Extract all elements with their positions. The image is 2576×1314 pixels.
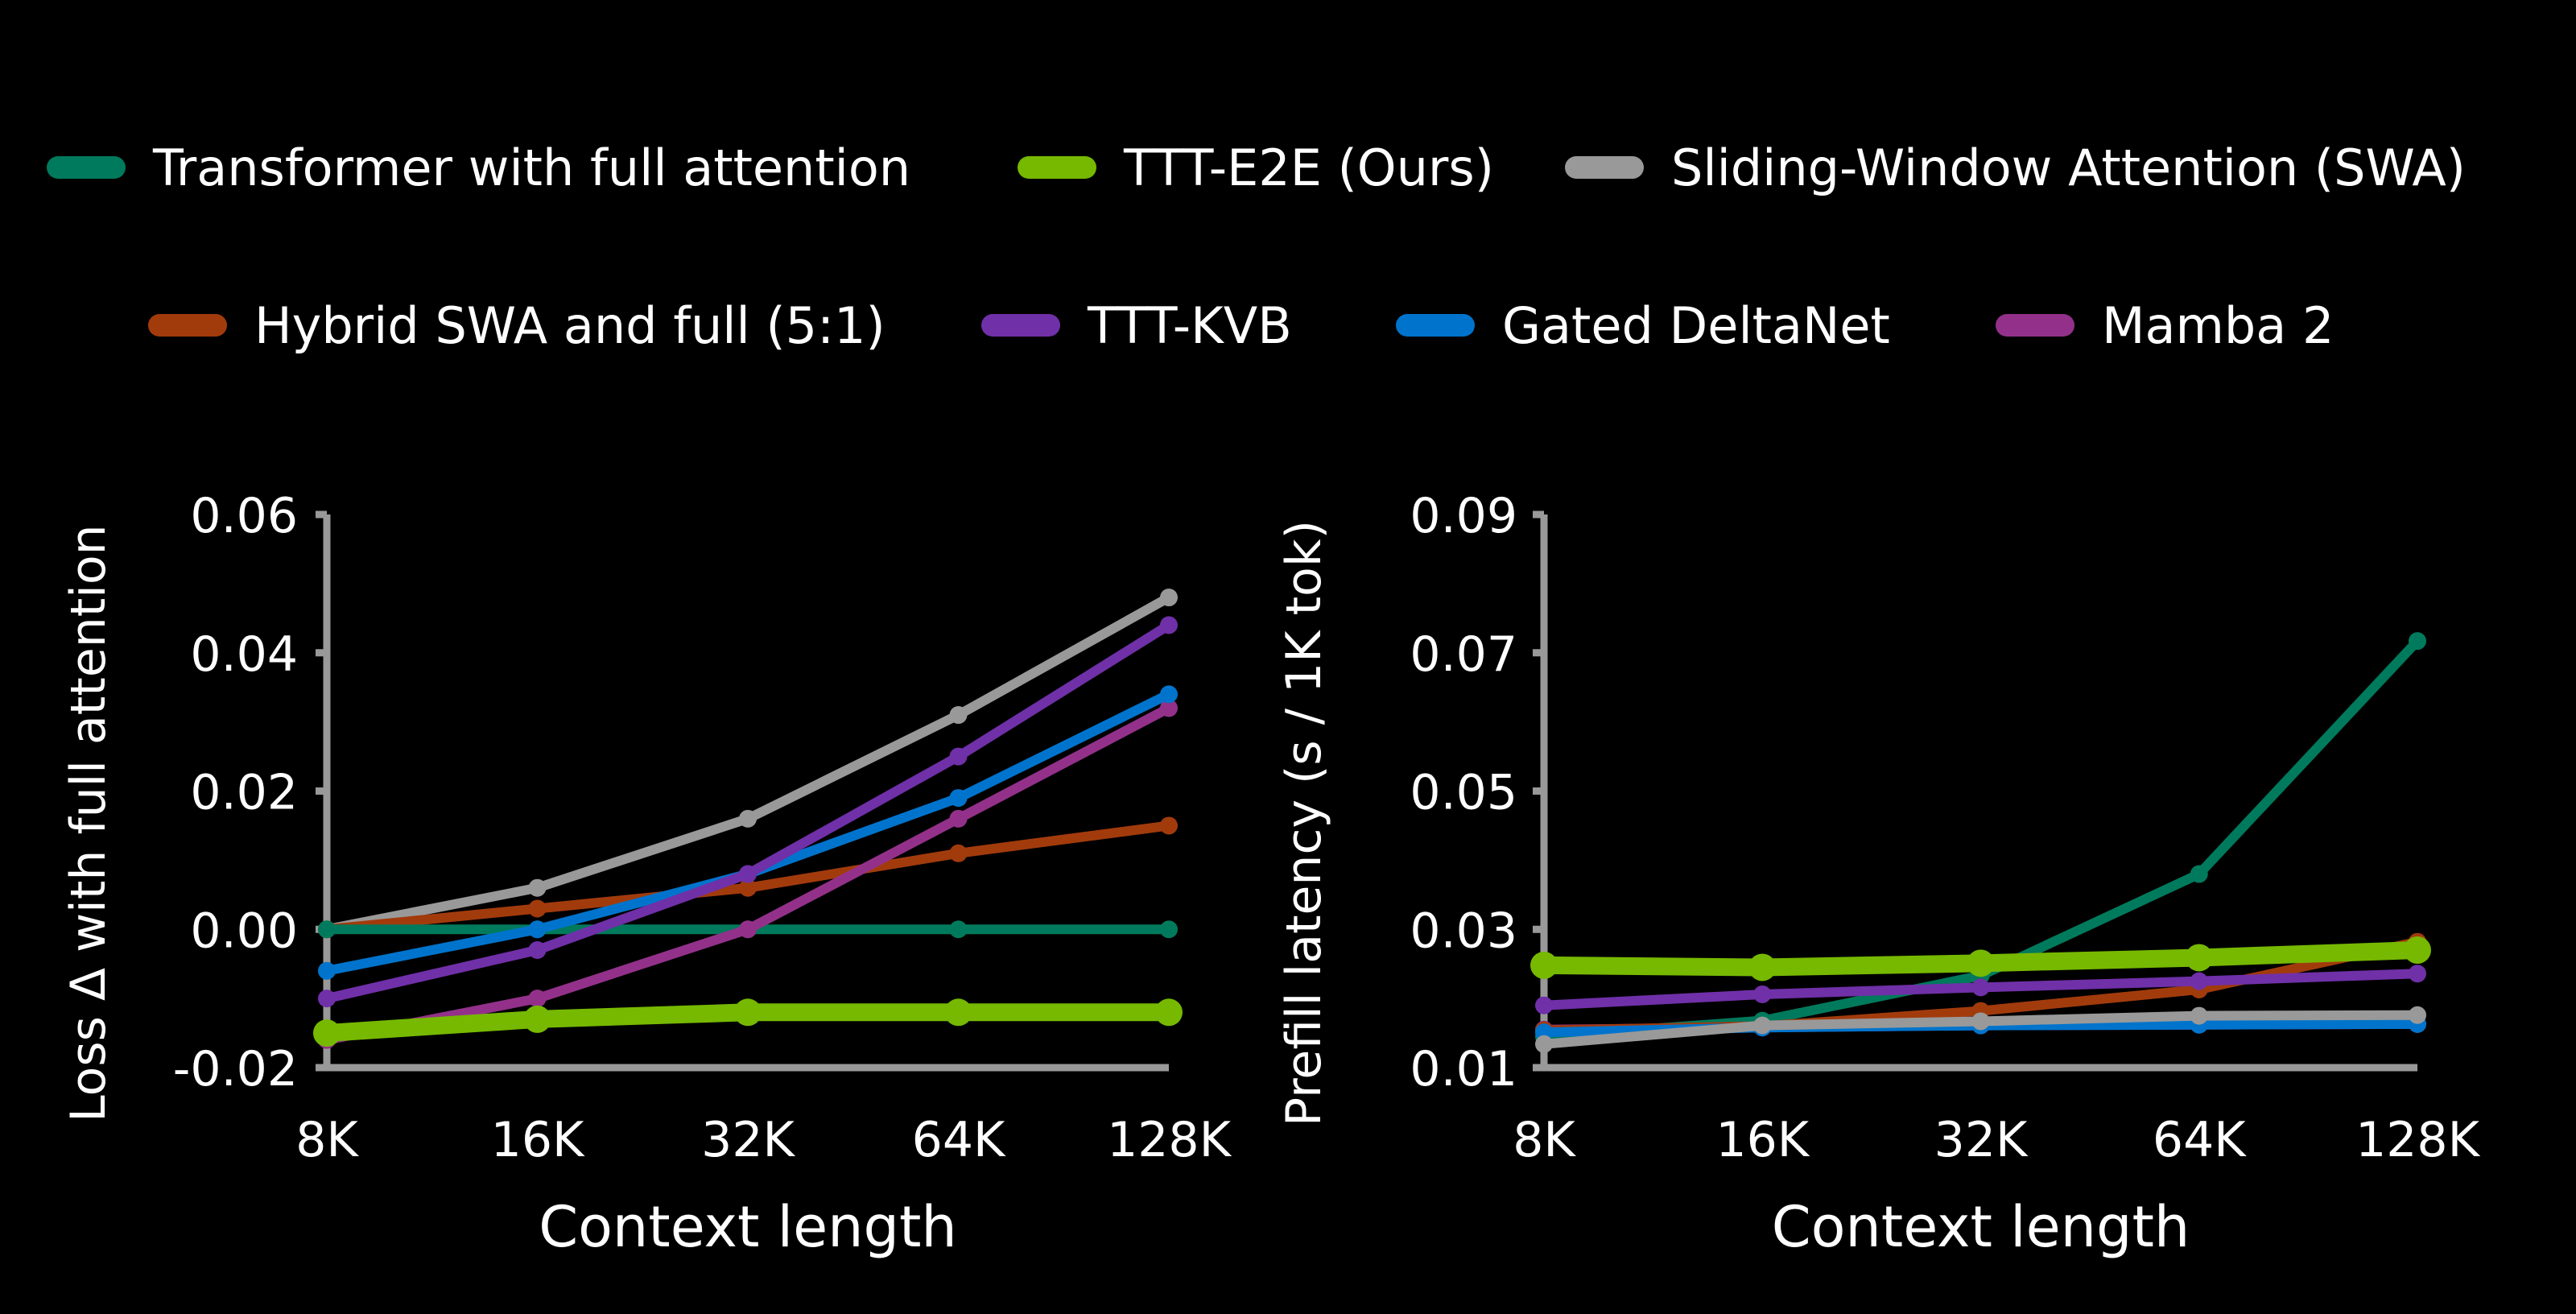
x-tick-label: 128K: [1107, 1112, 1232, 1168]
data-point: [528, 920, 547, 939]
data-point: [949, 809, 968, 828]
x-tick-label: 8K: [1513, 1112, 1576, 1168]
data-point: [1155, 998, 1183, 1027]
x-tick-label: 16K: [1715, 1112, 1810, 1168]
data-point: [1971, 978, 1990, 997]
y-tick-label: 0.02: [190, 765, 298, 821]
data-point: [2409, 632, 2426, 651]
y-tick-label: 0.07: [1410, 626, 1517, 683]
x-axis-label: Context length: [539, 1194, 957, 1260]
series-mamba-2: [318, 699, 1178, 1049]
data-point: [528, 878, 547, 897]
data-point: [2185, 944, 2213, 972]
data-point: [734, 998, 762, 1027]
y-tick-label: 0.05: [1410, 765, 1517, 821]
legend-label: TTT-KVB: [1087, 296, 1292, 355]
loss-chart: -0.02 0.00 0.02 0.04 0.06 8K 16K 32K 64K 128K Cont…: [60, 488, 1232, 1260]
series-sliding-window-attention-swa-: [1535, 1006, 2426, 1053]
y-tick-label: -0.02: [173, 1041, 298, 1097]
data-point: [949, 844, 968, 862]
y-axis-label: Loss Δ with full attention: [60, 524, 117, 1122]
x-tick-label: 32K: [701, 1112, 795, 1168]
data-point: [313, 1019, 341, 1047]
data-point: [739, 865, 757, 883]
data-point: [1160, 589, 1178, 607]
data-point: [739, 878, 757, 897]
legend-label: TTT-E2E (Ours): [1123, 138, 1494, 197]
data-point: [949, 789, 968, 808]
data-point: [2190, 865, 2208, 883]
legend-label: Mamba 2: [2102, 296, 2334, 355]
x-tick-label: 64K: [912, 1112, 1006, 1168]
data-point: [528, 899, 547, 918]
series-ttt-kvb: [318, 616, 1178, 1008]
x-tick-label: 16K: [491, 1112, 585, 1168]
data-point: [2190, 1006, 2208, 1025]
data-point: [318, 920, 336, 939]
y-tick-label: 0.03: [1410, 903, 1517, 959]
y-tick-label: 0.04: [190, 626, 298, 683]
data-point: [1160, 685, 1178, 704]
data-point: [1530, 951, 1558, 979]
x-tick-label: 128K: [2355, 1112, 2481, 1168]
y-tick-label: 0.09: [1410, 488, 1517, 544]
data-point: [739, 809, 757, 828]
legend-label: Transformer with full attention: [152, 138, 910, 197]
data-point: [1748, 953, 1777, 981]
data-point: [2190, 972, 2208, 990]
data-point: [523, 1005, 551, 1033]
y-tick-label: 0.00: [190, 903, 298, 959]
x-tick-label: 32K: [1934, 1112, 2029, 1168]
data-point: [944, 998, 972, 1027]
legend: Transformer with full attention TTT-E2E (…: [47, 138, 2466, 355]
data-point: [1160, 699, 1178, 717]
x-tick-label: 64K: [2153, 1112, 2247, 1168]
x-tick-label: 8K: [295, 1112, 359, 1168]
data-point: [2404, 936, 2431, 965]
data-point: [949, 920, 968, 939]
data-point: [1160, 616, 1178, 634]
y-tick-label: 0.01: [1410, 1041, 1517, 1097]
data-point: [318, 961, 336, 980]
series-ttt-e2e-ours-: [1530, 936, 2431, 981]
legend-label: Gated DeltaNet: [1502, 296, 1890, 355]
series-ttt-e2e-ours-: [313, 998, 1183, 1047]
y-tick-label: 0.06: [190, 488, 298, 544]
legend-label: Hybrid SWA and full (5:1): [254, 296, 886, 355]
x-axis-label: Context length: [1772, 1194, 2190, 1260]
y-axis-label: Prefill latency (s / 1K tok): [1276, 520, 1332, 1126]
data-point: [1160, 920, 1178, 939]
data-point: [1753, 985, 1772, 1003]
data-point: [318, 990, 336, 1008]
data-point: [528, 941, 547, 960]
data-point: [2409, 965, 2426, 983]
data-point: [1753, 1016, 1772, 1035]
legend-label: Sliding-Window Attention (SWA): [1671, 138, 2466, 197]
series-ttt-kvb: [1535, 965, 2426, 1014]
data-point: [1535, 996, 1553, 1014]
data-point: [739, 920, 757, 939]
data-point: [1971, 1012, 1990, 1031]
data-point: [528, 990, 547, 1008]
data-point: [1160, 816, 1178, 835]
data-point: [2409, 1006, 2426, 1024]
data-point: [949, 706, 968, 725]
latency-chart: 0.01 0.03 0.05 0.07 0.09 8K 16K 32K 64K 128K Conte…: [1276, 488, 2481, 1260]
data-point: [1967, 949, 1995, 977]
data-point: [949, 747, 968, 766]
data-point: [1535, 1035, 1553, 1053]
